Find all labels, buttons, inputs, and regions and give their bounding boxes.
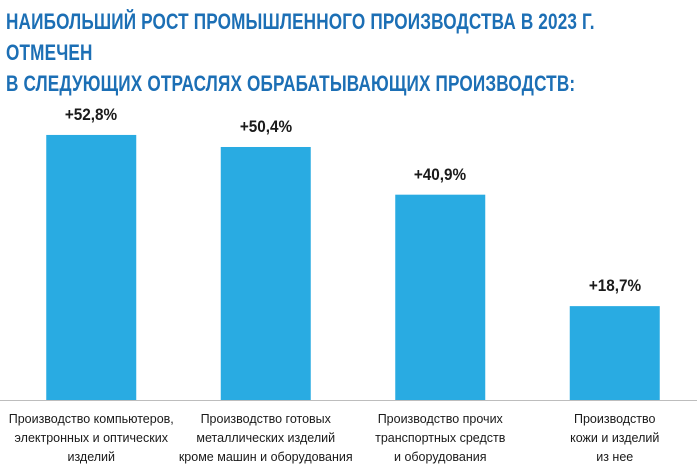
- x-tick-label: Производство компьютеров, электронных и …: [8, 412, 174, 464]
- bar: [46, 134, 137, 400]
- x-tick-label: Производство кожи и изделий из нее: [570, 412, 660, 464]
- value-label: +52,8%: [65, 104, 118, 124]
- value-label: +40,9%: [414, 164, 467, 184]
- x-tick-label: Производство готовых металлических издел…: [178, 412, 353, 464]
- value-label: +18,7%: [588, 276, 641, 296]
- value-label: +50,4%: [239, 116, 292, 136]
- bar: [220, 146, 311, 400]
- chart-title: НАИБОЛЬШИЙ РОСТ ПРОМЫШЛЕННОГО ПРОИЗВОДСТ…: [6, 9, 595, 96]
- bar: [569, 306, 660, 400]
- x-tick-label: Производство прочих транспортных средств…: [375, 412, 506, 464]
- bar: [395, 194, 486, 400]
